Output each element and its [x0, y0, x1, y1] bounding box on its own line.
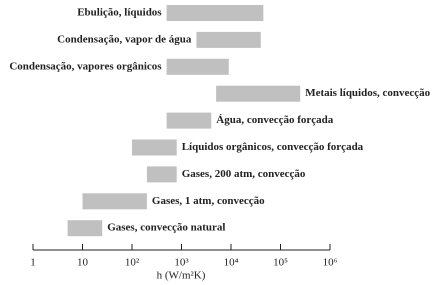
bar-label: Ebulição, líquidos [77, 7, 162, 19]
bar [82, 193, 147, 210]
bar-label: Líquidos orgânicos, convecção forçada [182, 141, 364, 153]
bar-label: Gases, 200 atm, convecção [182, 168, 306, 180]
x-tick-label: 10⁶ [323, 257, 338, 269]
bar-label: Metais líquidos, convecção [305, 87, 430, 99]
x-axis-label: h (W/m²K) [157, 270, 206, 282]
bar [132, 139, 177, 156]
bar-label: Condensação, vapores orgânicos [9, 60, 162, 72]
bar-label: Condensação, vapor de água [57, 33, 192, 45]
bar-label: Gases, convecção natural [107, 222, 225, 234]
x-tick-label: 10 [77, 257, 89, 269]
bar [166, 112, 212, 129]
bar-label: Gases, 1 atm, convecção [152, 195, 265, 207]
bar [196, 31, 261, 48]
x-tick-label: 10⁵ [273, 257, 288, 269]
x-tick-label: 1 [30, 257, 36, 269]
x-tick-label: 10³ [174, 257, 189, 269]
x-tick-label: 10⁴ [224, 257, 239, 269]
bar-label: Água, convecção forçada [216, 114, 334, 126]
bar [67, 220, 103, 237]
bar [146, 166, 177, 183]
bar [166, 5, 264, 21]
x-tick-label: 10² [125, 257, 140, 269]
bar [216, 85, 301, 102]
bar [166, 58, 229, 75]
